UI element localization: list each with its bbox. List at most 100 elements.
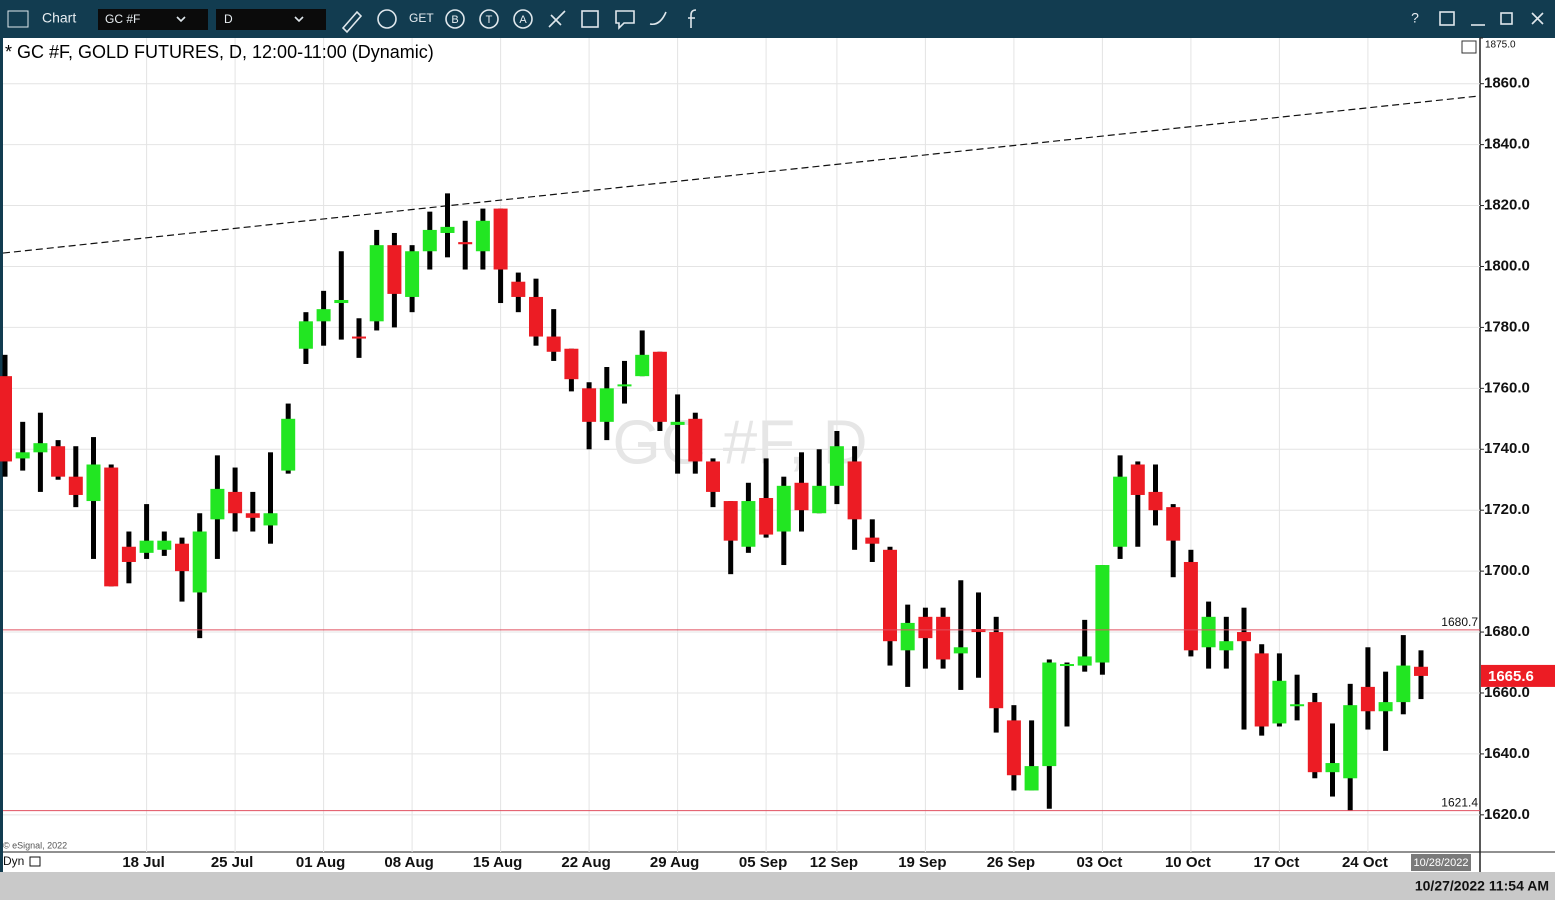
candle-wick	[1330, 723, 1335, 797]
candle-body	[0, 376, 12, 462]
help-button[interactable]: ?	[1411, 10, 1419, 26]
restore[interactable]	[1500, 12, 1513, 25]
y-tick-label: 1620.0	[1484, 806, 1530, 823]
chat-icon[interactable]	[615, 10, 635, 30]
candle-body	[936, 616, 951, 660]
candle-body	[599, 388, 614, 422]
candle-body	[334, 299, 349, 304]
symbol-input[interactable]	[98, 9, 208, 30]
x-tick-label: 12 Sep	[810, 854, 858, 871]
y-tick-label: 1820.0	[1484, 197, 1530, 214]
tool-icon[interactable]	[548, 10, 566, 28]
status-bar	[0, 872, 1555, 900]
candle-wick	[1064, 662, 1070, 727]
candle-body	[546, 336, 561, 352]
x-tick-label: 17 Oct	[1253, 854, 1299, 871]
copyright: © eSignal, 2022	[3, 840, 67, 850]
candle-wick	[622, 360, 627, 404]
candle-body	[475, 220, 490, 252]
icon-b[interactable]	[445, 9, 465, 29]
candle-body	[1272, 680, 1287, 724]
x-tick-label: 18 Jul	[122, 854, 165, 871]
candle-body	[1307, 702, 1322, 773]
candle-body	[1077, 656, 1092, 666]
candle-body	[989, 632, 1004, 709]
window-icon[interactable]	[1439, 11, 1455, 26]
candle-body	[670, 421, 685, 425]
chart-title: * GC #F, GOLD FUTURES, D, 12:00-11:00 (D…	[5, 42, 434, 62]
candle-body	[51, 446, 66, 477]
y-top-label: 1875.0	[1485, 40, 1516, 51]
x-tick-label: 05 Sep	[739, 854, 787, 871]
candle-wick	[976, 592, 981, 678]
x-tick-label: 01 Aug	[296, 854, 345, 871]
close[interactable]	[1531, 12, 1544, 25]
note-icon[interactable]	[581, 10, 599, 28]
candle-body	[511, 281, 526, 297]
candle-body	[1414, 666, 1428, 676]
candle-body	[228, 491, 243, 514]
draw-tool[interactable]	[341, 10, 363, 34]
dropdown[interactable]	[294, 16, 304, 23]
candle-wick	[1082, 619, 1088, 672]
candle-body	[741, 501, 756, 547]
app-title: Chart	[42, 10, 76, 26]
candle-body	[564, 348, 579, 380]
study-tool[interactable]	[377, 9, 397, 29]
candle-body	[281, 418, 296, 471]
candle-body	[883, 549, 897, 642]
candle-wick	[338, 251, 344, 340]
candle-wick	[250, 491, 256, 532]
candle-body	[829, 446, 844, 486]
candle-wick	[675, 394, 681, 474]
facebook-icon[interactable]	[688, 9, 697, 28]
y-tick-label: 1780.0	[1484, 318, 1530, 335]
candle-body	[953, 647, 968, 654]
candle-body	[121, 546, 136, 562]
icon-letter: T	[486, 14, 493, 26]
candle-body	[1254, 653, 1269, 727]
y-tick-label: 1660.0	[1484, 684, 1530, 701]
candle-body	[723, 501, 738, 541]
interval: D	[224, 12, 233, 26]
candle-body	[352, 336, 366, 339]
candle-body	[139, 540, 154, 553]
y-tick-label: 1740.0	[1484, 440, 1530, 457]
x-tick-label: 24 Oct	[1342, 854, 1388, 871]
plot-area	[3, 38, 1480, 852]
candle-body	[493, 208, 508, 270]
candle-body	[918, 616, 933, 639]
candle-body	[210, 488, 225, 520]
candle-body	[104, 467, 119, 587]
candle-body	[175, 543, 189, 572]
x-tick-label: 03 Oct	[1076, 854, 1122, 871]
candle-body	[157, 540, 172, 550]
symbol: GC #F	[105, 12, 140, 26]
lock-icon[interactable]	[29, 856, 41, 867]
candle-body	[794, 482, 809, 511]
interval-input[interactable]	[216, 9, 326, 30]
level-label: 1680.7	[1441, 615, 1478, 629]
candle-body	[1343, 705, 1358, 779]
icon-t[interactable]	[479, 9, 499, 29]
x-tick-label: 25 Jul	[211, 854, 254, 871]
y-tick-label: 1800.0	[1484, 257, 1530, 274]
x-tick-label: 29 Aug	[650, 854, 699, 871]
dropdown[interactable]	[176, 16, 186, 23]
twitter-icon[interactable]	[649, 11, 667, 26]
candle-body	[192, 531, 207, 593]
icon-a[interactable]	[513, 9, 533, 29]
candle-body	[1396, 665, 1411, 703]
x-tick-label: 22 Aug	[561, 854, 610, 871]
candle-body	[900, 622, 915, 651]
watermark: GC #F, D	[613, 408, 868, 477]
candle-body	[1201, 616, 1216, 648]
panel-icon[interactable]	[1461, 40, 1477, 54]
last-price-label: 1665.6	[1488, 668, 1534, 685]
x-tick-label: 26 Sep	[987, 854, 1035, 871]
candle-body	[1325, 763, 1340, 773]
candle-wick	[1135, 461, 1141, 547]
y-tick-label: 1720.0	[1484, 501, 1530, 518]
get-button[interactable]: GET	[409, 11, 434, 25]
candle-wick	[958, 580, 964, 690]
